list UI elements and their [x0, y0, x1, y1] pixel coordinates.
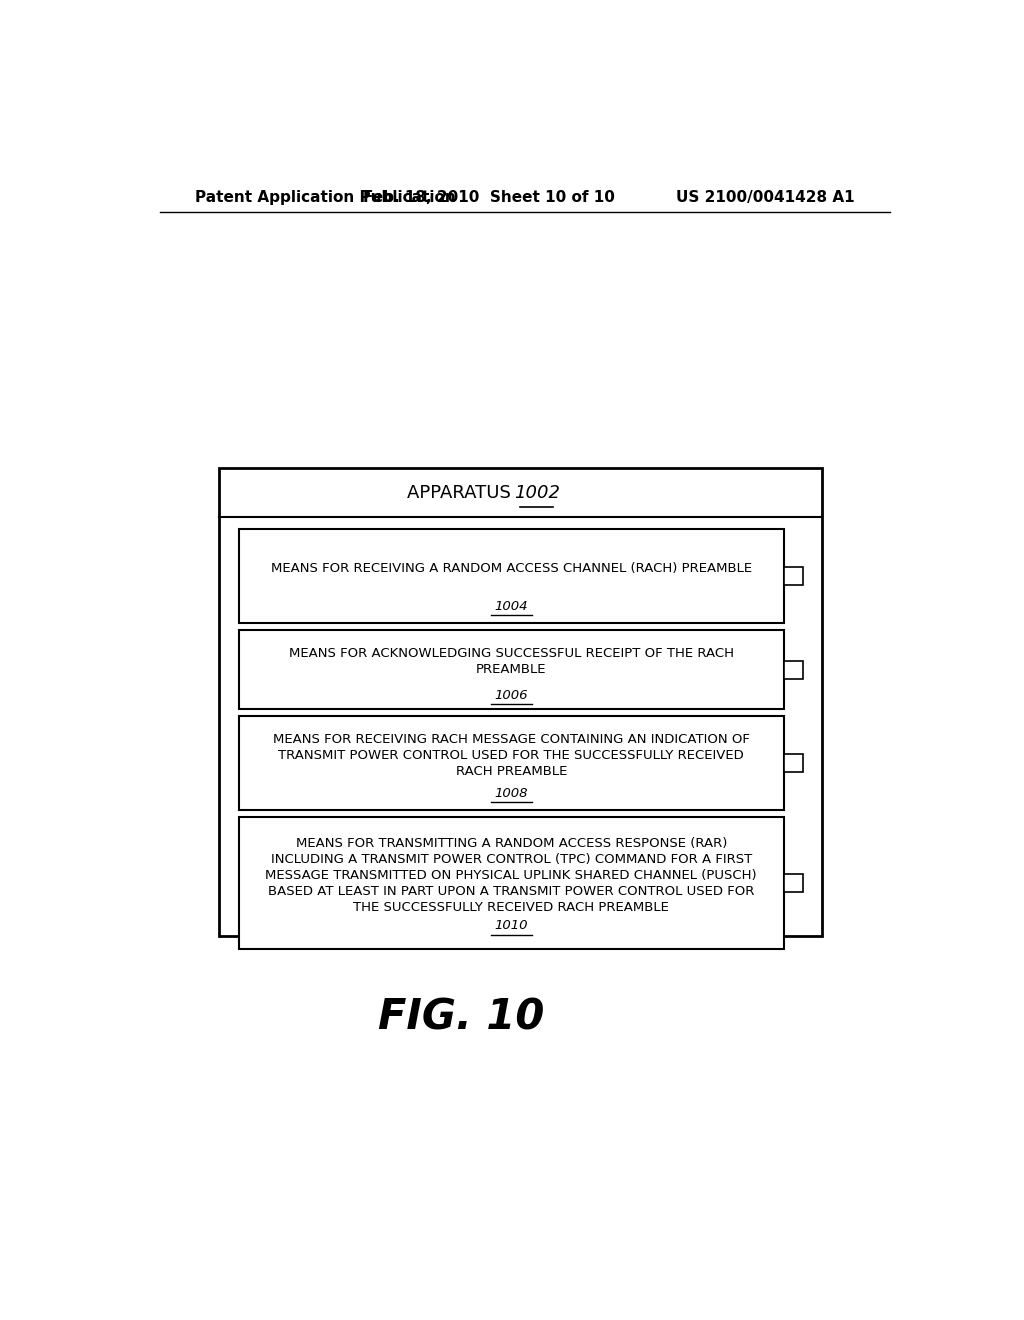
Text: MEANS FOR RECEIVING RACH MESSAGE CONTAINING AN INDICATION OF
TRANSMIT POWER CONT: MEANS FOR RECEIVING RACH MESSAGE CONTAIN… [272, 733, 750, 777]
Text: 1004: 1004 [495, 599, 528, 612]
Text: 1008: 1008 [495, 787, 528, 800]
Bar [240, 529, 783, 623]
Bar [240, 817, 783, 949]
Text: 1002: 1002 [514, 484, 560, 502]
Text: FIG. 10: FIG. 10 [378, 997, 545, 1039]
Text: MEANS FOR RECEIVING A RANDOM ACCESS CHANNEL (RACH) PREAMBLE: MEANS FOR RECEIVING A RANDOM ACCESS CHAN… [270, 562, 752, 574]
Text: Patent Application Publication: Patent Application Publication [196, 190, 457, 205]
Text: US 2100/0041428 A1: US 2100/0041428 A1 [676, 190, 854, 205]
Bar [240, 717, 783, 810]
Text: 1006: 1006 [495, 689, 528, 701]
Bar [219, 469, 822, 936]
Text: Feb. 18, 2010  Sheet 10 of 10: Feb. 18, 2010 Sheet 10 of 10 [364, 190, 615, 205]
Bar [783, 754, 803, 772]
Bar [783, 568, 803, 585]
Bar [783, 874, 803, 892]
Text: MEANS FOR ACKNOWLEDGING SUCCESSFUL RECEIPT OF THE RACH
PREAMBLE: MEANS FOR ACKNOWLEDGING SUCCESSFUL RECEI… [289, 647, 734, 676]
Text: 1010: 1010 [495, 919, 528, 932]
Bar [240, 630, 783, 709]
Text: MEANS FOR TRANSMITTING A RANDOM ACCESS RESPONSE (RAR)
INCLUDING A TRANSMIT POWER: MEANS FOR TRANSMITTING A RANDOM ACCESS R… [265, 837, 757, 913]
Text: APPARATUS: APPARATUS [408, 484, 517, 502]
Bar [783, 660, 803, 678]
